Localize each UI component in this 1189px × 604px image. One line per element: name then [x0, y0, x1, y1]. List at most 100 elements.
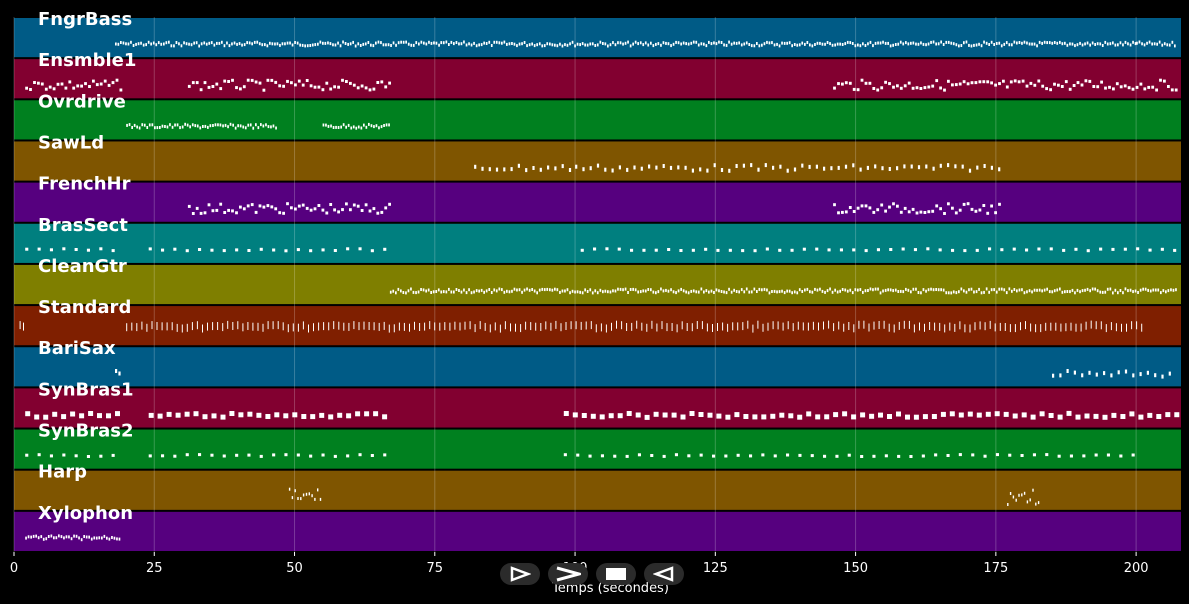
note-mark: [766, 40, 768, 44]
note-mark: [1043, 40, 1046, 44]
note-mark: [334, 43, 337, 47]
note-mark: [703, 290, 705, 294]
rewind-button[interactable]: [644, 563, 684, 585]
note-mark: [637, 42, 639, 46]
note-mark: [563, 411, 569, 416]
note-mark: [383, 453, 387, 457]
note-mark: [551, 43, 554, 47]
fast-forward-button[interactable]: [548, 563, 588, 585]
note-mark: [309, 454, 313, 458]
note-mark: [831, 43, 834, 47]
note-mark: [859, 44, 862, 48]
note-mark: [908, 320, 910, 329]
note-mark: [907, 210, 911, 214]
note-mark: [595, 324, 597, 333]
note-mark: [135, 42, 137, 46]
note-mark: [85, 535, 88, 539]
note-mark: [370, 454, 374, 457]
note-mark: [788, 413, 794, 419]
note-mark: [896, 166, 899, 171]
note-mark: [483, 41, 485, 45]
note-mark: [281, 42, 284, 46]
note-mark: [713, 163, 716, 168]
rewind-icon: [653, 566, 674, 582]
note-mark: [1005, 85, 1009, 89]
note-mark: [333, 454, 337, 458]
note-mark: [442, 41, 445, 45]
note-mark: [45, 537, 48, 541]
note-mark: [161, 322, 163, 331]
note-mark: [345, 125, 347, 129]
note-mark: [428, 40, 430, 44]
note-mark: [308, 324, 309, 333]
note-mark: [899, 86, 903, 90]
note-mark: [1174, 88, 1178, 92]
note-mark: [173, 44, 175, 48]
note-mark: [836, 290, 839, 294]
note-mark: [945, 291, 948, 295]
note-mark: [62, 247, 66, 251]
note-mark: [692, 289, 695, 293]
play-button[interactable]: [500, 563, 540, 585]
note-mark: [352, 125, 355, 129]
note-mark: [837, 165, 840, 170]
note-mark: [198, 453, 202, 457]
note-mark: [289, 41, 291, 45]
note-mark: [867, 289, 869, 292]
note-mark: [128, 123, 131, 127]
note-mark: [1041, 289, 1043, 293]
note-mark: [1147, 85, 1151, 89]
note-mark: [1134, 289, 1137, 293]
note-mark: [262, 124, 265, 128]
note-mark: [596, 163, 600, 168]
note-mark: [894, 288, 897, 292]
note-mark: [630, 248, 634, 252]
note-mark: [370, 43, 372, 47]
note-mark: [983, 40, 985, 44]
note-mark: [360, 126, 363, 130]
note-mark: [733, 288, 735, 292]
note-mark: [903, 84, 907, 88]
note-mark: [117, 42, 120, 46]
note-mark: [599, 288, 602, 292]
note-mark: [247, 453, 251, 457]
note-mark: [676, 324, 678, 333]
note-mark: [1124, 369, 1128, 374]
note-mark: [634, 40, 637, 44]
note-mark: [1011, 289, 1013, 293]
note-mark: [523, 288, 526, 292]
note-mark: [313, 323, 314, 332]
note-mark: [802, 247, 806, 251]
note-mark: [479, 321, 481, 330]
note-mark: [146, 323, 148, 332]
note-mark: [290, 206, 293, 210]
note-mark: [1108, 85, 1111, 89]
note-mark: [843, 323, 845, 332]
note-mark: [824, 42, 826, 46]
note-mark: [319, 40, 322, 44]
note-mark: [170, 44, 173, 48]
note-mark: [1131, 87, 1135, 91]
note-mark: [1127, 86, 1131, 90]
note-mark: [1170, 88, 1174, 92]
note-mark: [321, 453, 325, 457]
note-mark: [884, 454, 888, 458]
note-mark: [25, 247, 29, 251]
note-mark: [695, 290, 698, 294]
note-mark: [301, 203, 305, 207]
note-mark: [594, 289, 597, 293]
note-mark: [338, 321, 340, 330]
note-mark: [178, 42, 180, 46]
note-mark: [550, 322, 552, 331]
note-mark: [883, 320, 885, 329]
note-mark: [302, 493, 305, 497]
note-mark: [445, 290, 448, 294]
note-mark: [1003, 288, 1006, 292]
note-mark: [839, 248, 843, 252]
note-mark: [810, 454, 814, 458]
note-mark: [951, 83, 954, 87]
stop-button[interactable]: [596, 563, 636, 585]
note-mark: [181, 125, 184, 129]
note-mark: [207, 125, 209, 129]
note-mark: [896, 411, 901, 417]
